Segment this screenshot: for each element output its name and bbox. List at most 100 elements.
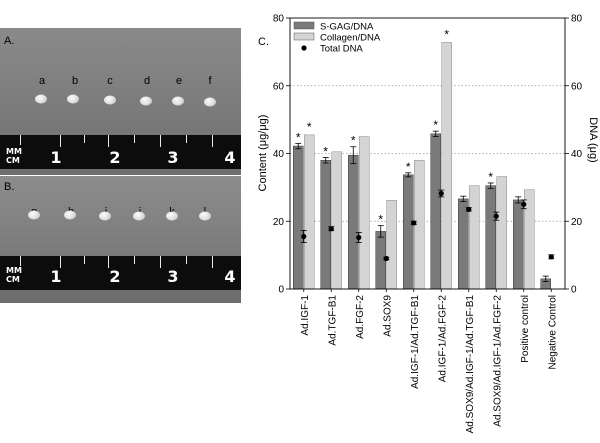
significance-mark: * (433, 118, 438, 132)
dna-point (548, 254, 554, 260)
y-tick-label-left: 60 (273, 81, 285, 92)
panel-c-letter: C. (258, 36, 269, 48)
dna-point (438, 190, 444, 197)
y-tick-label-right: 60 (571, 81, 583, 92)
bar-sgag (320, 160, 331, 290)
pellet-label: a (38, 75, 46, 87)
y-tick-label-left: 20 (273, 217, 285, 228)
dna-point (466, 206, 472, 212)
bar-collagen (359, 136, 370, 290)
y-tick-label-right: 80 (571, 14, 583, 25)
bar-sgag (293, 145, 304, 290)
ruler-number: 2 (109, 267, 121, 286)
category-label: Ad.FGF-2 (355, 295, 366, 339)
cell-pellet (28, 210, 40, 220)
bar-collagen (331, 151, 342, 290)
dna-point (356, 234, 362, 241)
ruler-tick (108, 256, 109, 268)
significance-mark: * (378, 213, 383, 227)
cell-pellet (204, 97, 216, 107)
ruler-a: MM CM 1 2 3 4 (0, 135, 241, 169)
dna-point (301, 233, 307, 240)
dna-point (411, 220, 417, 226)
category-label: Ad.SOX9/Ad.IGF-1/Ad.TGF-B1 (465, 295, 476, 434)
bar-chart: C. * * * * * * * * * Ad.IGF-1 Ad.TGF-B1 Ad.FGF-2 Ad… (257, 14, 599, 434)
cell-pellet (64, 210, 76, 220)
category-label: Positive control (520, 295, 531, 363)
bar-collagen (304, 134, 315, 290)
y-tick-label-left: 0 (278, 285, 284, 296)
ruler-number: 3 (167, 267, 179, 286)
panel-b-letter: B. (4, 181, 15, 193)
significance-mark: * (444, 27, 449, 41)
category-label: Ad.TGF-B1 (327, 295, 338, 346)
cell-pellet (140, 96, 152, 106)
dna-point (493, 213, 499, 219)
legend-marker (301, 45, 307, 51)
ruler-tick (60, 135, 61, 147)
ruler-tick (186, 135, 187, 143)
pellet-label: f (208, 75, 212, 87)
significance-mark: * (351, 134, 356, 148)
significance-mark: * (307, 120, 312, 134)
ruler-tick (212, 256, 213, 268)
pellet-label: b (71, 75, 79, 87)
ruler-number: 4 (224, 148, 236, 167)
bar-collagen (469, 185, 480, 290)
ruler-number: 2 (109, 148, 121, 167)
category-label: Ad.IGF-1/Ad.TGF-B1 (410, 295, 421, 389)
ruler-number: 4 (224, 267, 236, 286)
cell-pellet (104, 95, 116, 105)
category-label: Ad.SOX9 (382, 295, 393, 337)
pellet-label: e (175, 75, 183, 87)
bar-collagen (496, 176, 507, 290)
bar-sgag (485, 185, 496, 290)
ruler-number: 3 (167, 148, 179, 167)
ruler-tick (84, 256, 85, 264)
bar-collagen (441, 42, 452, 290)
bar-sgag (403, 174, 414, 290)
bar-sgag (430, 133, 441, 290)
ruler-tick (60, 256, 61, 268)
pellet-label: d (143, 75, 151, 87)
cell-pellet (35, 94, 47, 104)
significance-mark: * (488, 170, 493, 184)
ruler-tick (160, 135, 161, 147)
legend-label: S-GAG/DNA (320, 22, 374, 33)
ruler-number: 1 (50, 267, 62, 286)
dna-point (383, 255, 389, 262)
cell-pellet (99, 211, 111, 221)
significance-mark: * (296, 130, 301, 144)
cell-pellet (166, 211, 178, 221)
legend-label: Total DNA (320, 44, 363, 55)
y-tick-label-right: 40 (571, 149, 583, 160)
ruler-tick (134, 256, 135, 264)
y-tick-label-left: 40 (273, 149, 285, 160)
significance-mark: * (406, 160, 411, 174)
category-label: Ad.IGF-1 (300, 295, 311, 336)
ruler-tick (160, 256, 161, 268)
ruler-tick (84, 135, 85, 143)
legend-swatch (293, 21, 315, 30)
y-tick-label-right: 0 (571, 285, 577, 296)
y-axis-label-right: DNA (μg) (587, 117, 599, 162)
dna-point (328, 226, 334, 232)
ruler-unit-mm: MM (6, 147, 22, 156)
ruler-unit-cm: CM (6, 275, 20, 284)
bar-collagen (386, 199, 397, 290)
y-axis-label-left: Content (μg/μg) (257, 115, 269, 192)
bar-sgag (348, 154, 359, 290)
ruler-tick (212, 135, 213, 147)
cell-pellet (133, 211, 145, 221)
bar-sgag (513, 199, 524, 290)
ruler-tick (20, 256, 21, 266)
category-label: Ad.SOX9/Ad.IGF-1/Ad.FGF-2 (492, 295, 503, 427)
ruler-unit-mm: MM (6, 266, 22, 275)
ruler-number: 1 (50, 148, 62, 167)
significance-mark: * (323, 145, 328, 159)
bar-sgag (458, 198, 469, 290)
y-tick-label-right: 20 (571, 217, 583, 228)
panel-a-letter: A. (4, 35, 15, 47)
ruler-unit-cm: CM (6, 156, 20, 165)
dna-point (521, 201, 527, 207)
